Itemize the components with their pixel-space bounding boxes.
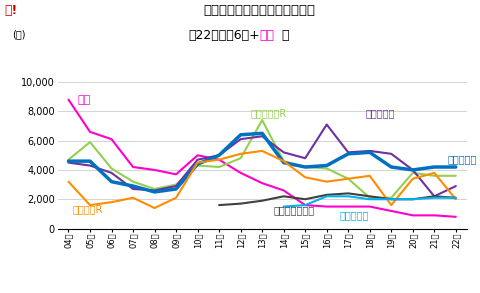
Text: 三井不動産R: 三井不動産R <box>250 108 286 118</box>
Text: 三菱地所R: 三菱地所R <box>72 204 103 214</box>
Text: ）: ） <box>281 29 288 42</box>
Text: 住友不動産: 住友不動産 <box>365 108 395 118</box>
Text: (戸): (戸) <box>12 29 25 39</box>
Text: プレサンコーポ: プレサンコーポ <box>273 205 314 215</box>
Text: エスリード: エスリード <box>339 210 369 220</box>
Text: マ!: マ! <box>5 4 18 17</box>
Text: 全国の事業主別発売戸数の推移: 全国の事業主別発売戸数の推移 <box>204 4 315 17</box>
Text: （22年上位6社+: （22年上位6社+ <box>188 29 259 42</box>
Text: 大京: 大京 <box>77 95 90 105</box>
Text: 野村不動産: 野村不動産 <box>446 154 476 164</box>
Text: 大京: 大京 <box>259 29 274 42</box>
